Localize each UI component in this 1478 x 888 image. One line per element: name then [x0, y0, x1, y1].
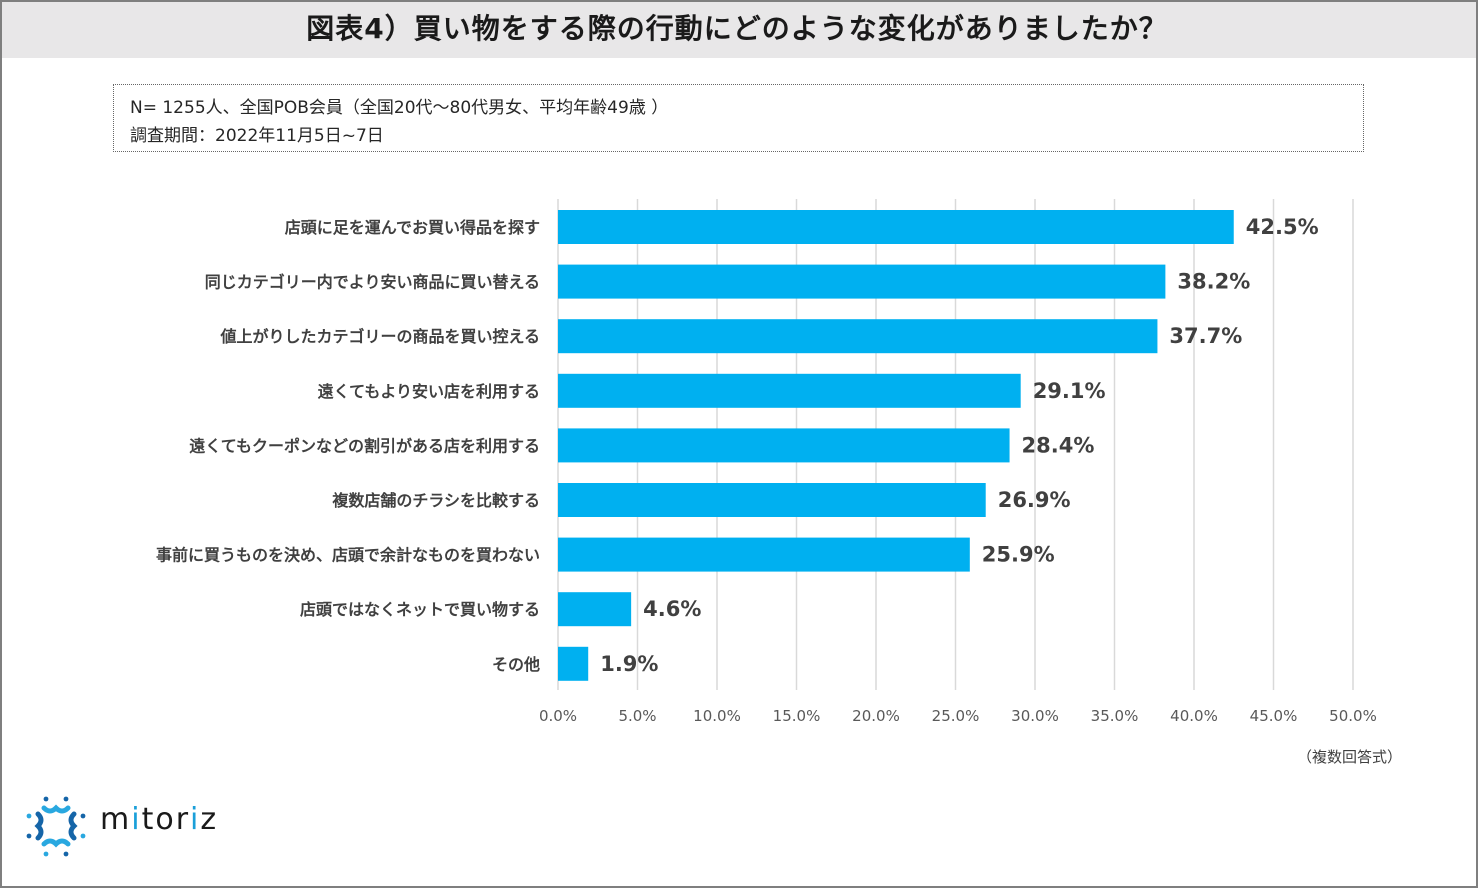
value-label: 29.1%: [1033, 379, 1106, 403]
x-tick-label: 30.0%: [1011, 707, 1059, 725]
category-label: 事前に買うものを決め、店頭で余計なものを買わない: [156, 546, 540, 565]
multiple-answer-footnote: （複数回答式）: [1296, 748, 1402, 766]
bar: [558, 646, 589, 681]
category-label: 店頭ではなくネットで買い物する: [300, 600, 540, 619]
logo-wordmark: mitoriz: [100, 802, 219, 837]
value-label: 42.5%: [1246, 215, 1319, 239]
x-tick-label: 10.0%: [693, 707, 741, 725]
category-label: 同じカテゴリー内でより安い商品に買い替える: [205, 273, 540, 292]
category-label: 店頭に足を運んでお買い得品を探す: [285, 218, 540, 237]
value-label: 28.4%: [1022, 433, 1095, 457]
x-tick-label: 0.0%: [539, 707, 577, 725]
x-tick-label: 20.0%: [852, 707, 900, 725]
x-tick-label: 35.0%: [1091, 707, 1139, 725]
mitoriz-logo: mitoriz: [24, 794, 244, 858]
x-tick-label: 5.0%: [618, 707, 656, 725]
value-label: 37.7%: [1169, 324, 1242, 348]
category-label: 複数店舗のチラシを比較する: [331, 491, 540, 510]
value-labels: 42.5% 38.2% 37.7% 29.1% 28.4% 26.9% 25.9% 4.6% 1…: [600, 215, 1318, 676]
bar: [558, 592, 632, 627]
survey-sample-note: N= 1255人、全国POB会員（全国20代～80代男女、平均年齢49歳 ）: [130, 98, 669, 118]
x-tick-label: 40.0%: [1170, 707, 1218, 725]
x-axis-tick-labels: 0.0% 5.0% 10.0% 15.0% 20.0% 25.0% 30.0% 35.0% 40…: [539, 707, 1377, 725]
value-label: 1.9%: [600, 652, 658, 676]
survey-note-box: N= 1255人、全国POB会員（全国20代～80代男女、平均年齢49歳 ） 調…: [113, 84, 1364, 152]
mitoriz-logo-icon: [26, 796, 86, 857]
bar: [558, 373, 1021, 408]
x-tick-label: 50.0%: [1329, 707, 1377, 725]
bars: [558, 210, 1234, 681]
bar: [558, 264, 1166, 299]
category-label: 値上がりしたカテゴリーの商品を買い控える: [219, 327, 540, 346]
bar: [558, 210, 1234, 244]
bar: [558, 483, 986, 517]
bar: [558, 428, 1010, 463]
x-tick-label: 45.0%: [1250, 707, 1298, 725]
category-label: 遠くてもクーポンなどの割引がある店を利用する: [189, 436, 540, 455]
category-labels: 店頭に足を運んでお買い得品を探す同じカテゴリー内でより安い商品に買い替える値上が…: [156, 218, 540, 674]
bar: [558, 319, 1158, 354]
value-label: 38.2%: [1177, 270, 1250, 294]
bar: [558, 537, 970, 572]
x-tick-label: 15.0%: [773, 707, 821, 725]
value-label: 26.9%: [998, 488, 1071, 512]
category-label: その他: [492, 655, 540, 674]
category-label: 遠くてもより安い店を利用する: [318, 382, 540, 401]
survey-period-note: 調査期間：2022年11月5日~7日: [130, 126, 384, 146]
title-band: [2, 2, 1476, 58]
chart-title: 図表4）買い物をする際の行動にどのような変化がありましたか？: [306, 12, 1168, 45]
value-label: 25.9%: [982, 543, 1055, 567]
x-tick-label: 25.0%: [932, 707, 980, 725]
value-label: 4.6%: [643, 597, 701, 621]
